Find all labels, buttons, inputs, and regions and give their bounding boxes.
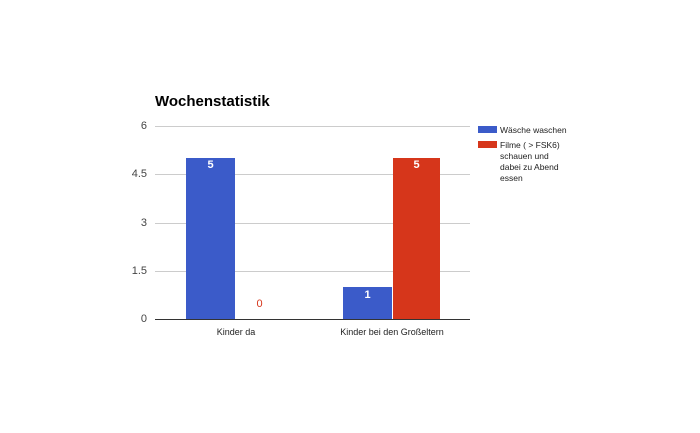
legend: Wäsche waschen Filme ( > FSK6) schauen u… bbox=[478, 125, 568, 188]
y-tick-label: 1.5 bbox=[131, 265, 147, 277]
bar-value-label: 1 bbox=[364, 289, 371, 301]
bar-grosseltern-waesche[interactable] bbox=[343, 287, 392, 319]
y-tick-label: 4.5 bbox=[131, 168, 147, 180]
x-category-label: Kinder bei den Großeltern bbox=[340, 327, 444, 337]
legend-label: Wäsche waschen bbox=[500, 125, 567, 135]
bar-grosseltern-filme[interactable] bbox=[393, 158, 440, 319]
x-axis-baseline bbox=[155, 319, 470, 320]
y-tick-label: 3 bbox=[140, 217, 147, 229]
legend-label: Filme ( > FSK6) schauen und dabei zu Abe… bbox=[500, 140, 560, 183]
legend-swatch-blue bbox=[478, 126, 497, 133]
legend-swatch-red bbox=[478, 141, 497, 148]
gridline-4-5 bbox=[155, 174, 470, 175]
bar-value-label: 5 bbox=[207, 159, 214, 171]
y-tick-label: 6 bbox=[140, 120, 147, 132]
y-tick-label: 0 bbox=[140, 313, 147, 325]
gridline-3 bbox=[155, 223, 470, 224]
bar-value-label: 5 bbox=[413, 159, 420, 171]
bar-kinder-da-waesche[interactable] bbox=[186, 158, 235, 319]
legend-item-filme[interactable]: Filme ( > FSK6) schauen und dabei zu Abe… bbox=[478, 140, 568, 184]
x-category-label: Kinder da bbox=[216, 327, 256, 337]
chart-title: Wochenstatistik bbox=[155, 93, 270, 110]
gridline-1-5 bbox=[155, 271, 470, 272]
bar-value-label: 0 bbox=[256, 298, 263, 310]
legend-item-waesche[interactable]: Wäsche waschen bbox=[478, 125, 568, 136]
gridline-6 bbox=[155, 126, 470, 127]
